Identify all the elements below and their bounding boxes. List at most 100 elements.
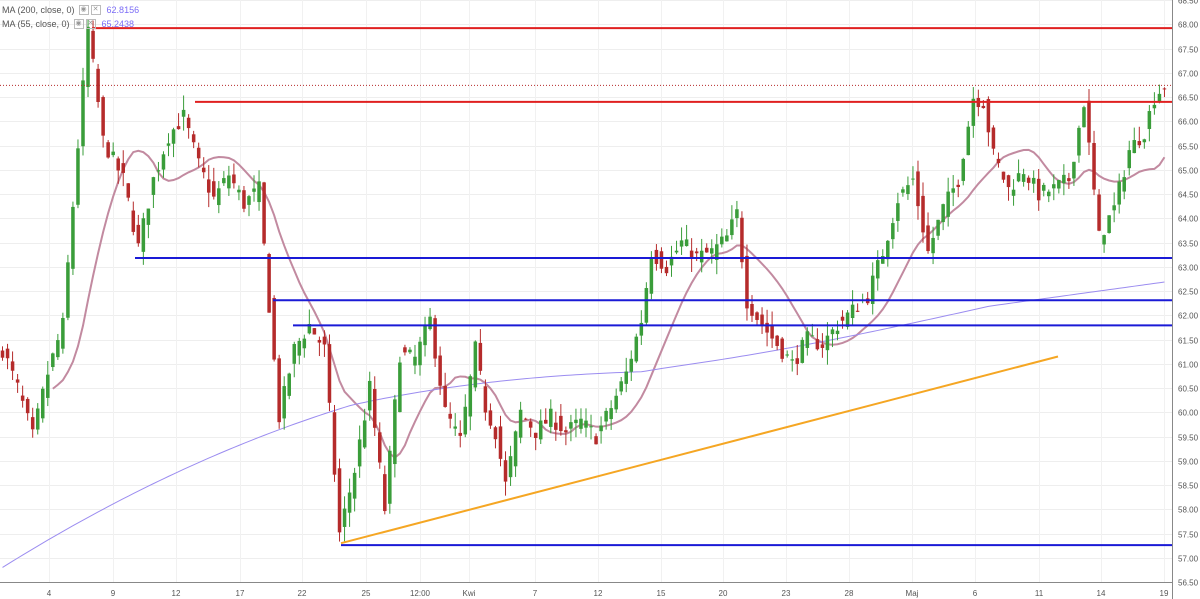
candle-body xyxy=(96,68,100,102)
candle-body xyxy=(302,338,307,349)
candle-body xyxy=(1137,141,1142,146)
candle-body xyxy=(463,406,468,435)
candle-body xyxy=(644,288,649,323)
candle-body xyxy=(282,386,286,419)
candle-body xyxy=(247,196,251,205)
candle-body xyxy=(594,436,598,445)
candle-body xyxy=(206,179,211,193)
candle-body xyxy=(111,151,115,156)
x-tick-label: 23 xyxy=(782,589,791,598)
candle-body xyxy=(257,181,261,203)
candle-body xyxy=(574,419,578,424)
candle-body xyxy=(1087,100,1091,143)
x-tick-label: 6 xyxy=(973,589,978,598)
candle-body xyxy=(292,343,297,364)
candle-body xyxy=(131,210,136,232)
candle-body xyxy=(538,420,543,440)
candle-body xyxy=(362,420,367,448)
candle-body xyxy=(921,195,925,233)
candle-body xyxy=(1077,127,1081,156)
candle-body xyxy=(1127,150,1132,169)
indicator-legend: MA (200, close, 0) ◉ ✕ 62.8156 MA (55, c… xyxy=(2,3,139,31)
y-tick-label: 66.50 xyxy=(1178,94,1199,103)
y-axis-panel xyxy=(1172,0,1200,599)
candle-body xyxy=(438,355,442,386)
candle-body xyxy=(478,342,483,371)
candle-body xyxy=(745,255,749,309)
y-tick-label: 58.00 xyxy=(1178,506,1199,515)
candle-body xyxy=(1047,191,1051,197)
candle-body xyxy=(971,98,976,126)
candle-body xyxy=(891,223,895,240)
legend-ma55[interactable]: MA (55, close, 0) ◉ ✕ 65.2438 xyxy=(2,17,139,31)
candle-body xyxy=(1102,235,1106,245)
candle-body xyxy=(151,177,156,195)
candle-body xyxy=(0,350,5,358)
candle-body xyxy=(393,399,397,465)
candle-body xyxy=(1031,177,1036,184)
candle-body xyxy=(840,316,845,321)
y-tick-label: 64.00 xyxy=(1178,215,1199,224)
candle-body xyxy=(533,432,538,439)
y-tick-label: 61.00 xyxy=(1178,361,1199,370)
candle-body xyxy=(1152,104,1157,109)
x-tick-label: 12 xyxy=(594,589,603,598)
candle-body xyxy=(51,353,55,368)
candle-body xyxy=(1092,143,1096,190)
y-tick-label: 63.00 xyxy=(1178,264,1199,273)
y-tick-label: 57.50 xyxy=(1178,531,1199,540)
candle-body xyxy=(171,129,176,144)
x-tick-label: 9 xyxy=(111,589,116,598)
candle-body xyxy=(1021,174,1026,182)
candle-body xyxy=(951,188,955,193)
legend-ma200[interactable]: MA (200, close, 0) ◉ ✕ 62.8156 xyxy=(2,3,139,17)
candle-body xyxy=(599,425,603,432)
candle-body xyxy=(126,183,131,198)
candle-body xyxy=(1147,111,1152,129)
candle-body xyxy=(342,508,347,527)
y-tick-label: 56.50 xyxy=(1178,579,1199,588)
candle-body xyxy=(46,374,50,398)
candle-body xyxy=(1132,140,1137,154)
y-tick-label: 59.50 xyxy=(1178,434,1199,443)
candle-body xyxy=(322,336,327,345)
candle-body xyxy=(815,339,820,350)
close-icon[interactable]: ✕ xyxy=(90,5,101,15)
candle-body xyxy=(1122,177,1126,192)
candle-body xyxy=(508,456,513,478)
candle-body xyxy=(121,163,125,173)
y-tick-label: 68.00 xyxy=(1178,21,1199,30)
candle-body xyxy=(1162,88,1167,90)
candle-body xyxy=(357,439,362,467)
y-tick-label: 67.00 xyxy=(1178,70,1199,79)
candle-body xyxy=(554,422,558,430)
candle-body xyxy=(901,189,905,193)
candle-body xyxy=(272,297,276,360)
candle-body xyxy=(855,310,860,312)
candle-body xyxy=(881,256,885,264)
eye-icon[interactable]: ◉ xyxy=(73,19,84,29)
ma55-line xyxy=(52,148,1166,459)
y-tick-label: 67.50 xyxy=(1178,46,1199,55)
candle-body xyxy=(755,312,759,320)
candle-body xyxy=(870,275,875,304)
candle-body xyxy=(961,158,966,181)
candle-body xyxy=(106,142,110,158)
chart-grid xyxy=(0,0,1172,583)
candle-body xyxy=(40,388,45,419)
x-axis: 4 9 12 17 22 25 12:00 Kwi 7 12 15 20 23 28 Maj 6 11 14 19 xyxy=(0,582,1172,598)
candle-body xyxy=(136,224,141,244)
candle-body xyxy=(750,303,754,316)
candle-body xyxy=(619,381,623,392)
candle-body xyxy=(684,239,689,247)
candle-body xyxy=(468,376,473,417)
candle-body xyxy=(956,184,960,187)
candle-body xyxy=(383,474,387,512)
candle-body xyxy=(946,191,950,217)
y-tick-label: 66.00 xyxy=(1178,118,1199,127)
candle-body xyxy=(267,254,271,313)
candle-body xyxy=(1157,93,1162,102)
close-icon[interactable]: ✕ xyxy=(85,19,96,29)
eye-icon[interactable]: ◉ xyxy=(78,5,89,15)
candle-body xyxy=(886,240,890,260)
